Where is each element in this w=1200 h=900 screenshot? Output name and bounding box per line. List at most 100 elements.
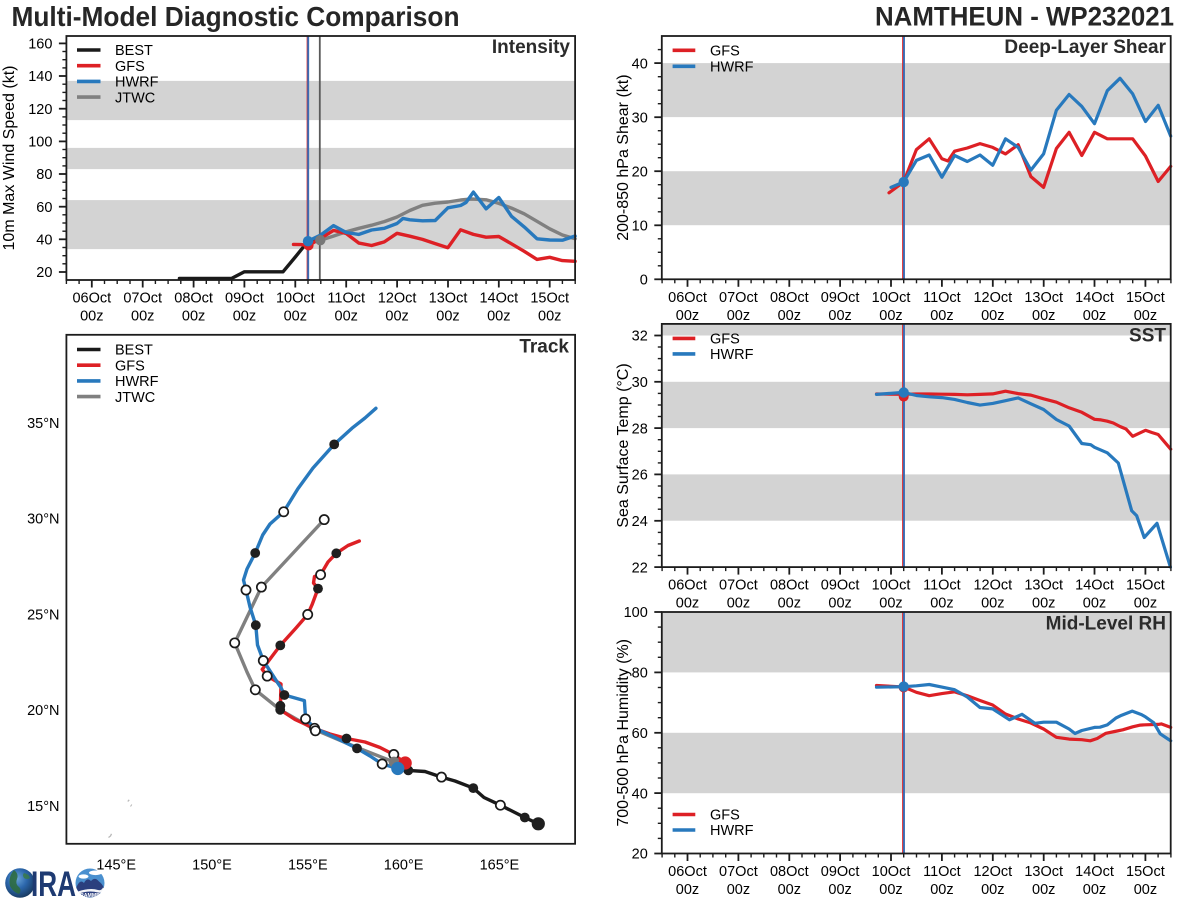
svg-text:120: 120 [28, 102, 52, 118]
svg-text:30: 30 [632, 375, 648, 391]
svg-text:HWRF: HWRF [710, 60, 754, 76]
svg-text:GFS: GFS [710, 808, 740, 824]
svg-text:00z: 00z [131, 309, 154, 325]
svg-text:13Oct: 13Oct [1024, 864, 1063, 880]
svg-text:00z: 00z [335, 309, 358, 325]
svg-text:13Oct: 13Oct [1024, 290, 1063, 306]
svg-text:100: 100 [624, 605, 648, 621]
svg-text:00z: 00z [385, 309, 408, 325]
svg-text:00z: 00z [727, 882, 750, 898]
svg-text:155°E: 155°E [288, 858, 328, 874]
svg-text:40: 40 [632, 786, 648, 802]
svg-text:JTWC: JTWC [115, 90, 155, 106]
svg-text:HWRF: HWRF [710, 347, 754, 363]
svg-text:700-500 hPa Humidity (%): 700-500 hPa Humidity (%) [615, 639, 632, 827]
svg-text:00z: 00z [778, 596, 801, 612]
svg-text:00z: 00z [981, 596, 1004, 612]
svg-text:IRA: IRA [31, 865, 76, 900]
svg-text:11Oct: 11Oct [923, 578, 961, 594]
svg-text:40: 40 [632, 56, 648, 72]
svg-text:30°N: 30°N [27, 512, 59, 528]
svg-text:RAMMB: RAMMB [80, 893, 100, 899]
svg-text:200-850 hPa Shear (kt): 200-850 hPa Shear (kt) [615, 74, 632, 240]
svg-text:00z: 00z [1134, 308, 1157, 324]
svg-text:08Oct: 08Oct [770, 290, 809, 306]
svg-text:00z: 00z [676, 596, 699, 612]
svg-text:20: 20 [632, 164, 648, 180]
svg-text:00z: 00z [436, 309, 459, 325]
svg-text:07Oct: 07Oct [719, 578, 758, 594]
svg-text:Mid-Level RH: Mid-Level RH [1046, 614, 1166, 635]
svg-text:00z: 00z [727, 308, 750, 324]
svg-text:07Oct: 07Oct [719, 864, 758, 880]
svg-text:Intensity: Intensity [492, 37, 571, 58]
svg-text:00z: 00z [930, 882, 953, 898]
svg-text:00z: 00z [676, 882, 699, 898]
svg-text:00z: 00z [828, 596, 851, 612]
svg-text:09Oct: 09Oct [225, 291, 264, 307]
svg-text:14Oct: 14Oct [1075, 578, 1114, 594]
svg-text:24: 24 [632, 514, 648, 530]
svg-text:10Oct: 10Oct [276, 291, 315, 307]
svg-text:00z: 00z [1032, 596, 1055, 612]
svg-text:40: 40 [36, 233, 52, 249]
svg-text:22: 22 [632, 560, 648, 576]
svg-text:00z: 00z [879, 308, 902, 324]
svg-text:160°E: 160°E [384, 858, 424, 874]
svg-text:HWRF: HWRF [710, 823, 754, 839]
svg-text:20°N: 20°N [27, 703, 59, 719]
svg-text:14Oct: 14Oct [1075, 864, 1114, 880]
svg-text:15Oct: 15Oct [530, 291, 569, 307]
svg-text:BEST: BEST [115, 343, 153, 359]
svg-text:00z: 00z [487, 309, 510, 325]
svg-text:32: 32 [632, 329, 648, 345]
svg-text:00z: 00z [930, 308, 953, 324]
svg-text:NAMTHEUN - WP232021: NAMTHEUN - WP232021 [875, 2, 1174, 32]
svg-text:GFS: GFS [115, 358, 145, 374]
svg-text:80: 80 [36, 167, 52, 183]
svg-text:00z: 00z [1083, 596, 1106, 612]
svg-text:15Oct: 15Oct [1126, 578, 1165, 594]
svg-text:00z: 00z [284, 309, 307, 325]
svg-text:07Oct: 07Oct [719, 290, 758, 306]
svg-text:60: 60 [632, 726, 648, 742]
svg-text:00z: 00z [1083, 308, 1106, 324]
svg-text:12Oct: 12Oct [378, 291, 417, 307]
svg-text:165°E: 165°E [480, 858, 520, 874]
svg-text:06Oct: 06Oct [668, 290, 707, 306]
svg-text:00z: 00z [1134, 882, 1157, 898]
svg-text:00z: 00z [981, 308, 1004, 324]
svg-text:00z: 00z [233, 309, 256, 325]
svg-text:00z: 00z [727, 596, 750, 612]
svg-text:06Oct: 06Oct [668, 864, 707, 880]
svg-text:100: 100 [28, 135, 52, 151]
svg-text:00z: 00z [1134, 596, 1157, 612]
svg-text:13Oct: 13Oct [429, 291, 468, 307]
svg-text:35°N: 35°N [27, 416, 59, 432]
svg-text:11Oct: 11Oct [923, 864, 961, 880]
svg-text:30: 30 [632, 110, 648, 126]
svg-text:HWRF: HWRF [115, 75, 159, 91]
svg-text:Sea Surface Temp (°C): Sea Surface Temp (°C) [615, 363, 632, 527]
svg-text:145°E: 145°E [96, 858, 136, 874]
svg-text:15Oct: 15Oct [1126, 290, 1165, 306]
svg-text:14Oct: 14Oct [1075, 290, 1114, 306]
svg-text:09Oct: 09Oct [821, 864, 860, 880]
svg-text:11Oct: 11Oct [327, 291, 365, 307]
svg-text:07Oct: 07Oct [123, 291, 162, 307]
svg-text:00z: 00z [1083, 882, 1106, 898]
svg-text:00z: 00z [80, 309, 103, 325]
svg-text:GFS: GFS [710, 332, 740, 348]
svg-text:12Oct: 12Oct [973, 864, 1012, 880]
svg-text:08Oct: 08Oct [770, 864, 809, 880]
svg-text:10Oct: 10Oct [872, 864, 911, 880]
svg-text:0: 0 [640, 273, 648, 289]
svg-text:00z: 00z [981, 882, 1004, 898]
svg-text:09Oct: 09Oct [821, 578, 860, 594]
svg-text:20: 20 [36, 265, 52, 281]
svg-text:10: 10 [632, 219, 648, 235]
svg-text:08Oct: 08Oct [770, 578, 809, 594]
svg-text:00z: 00z [828, 308, 851, 324]
svg-text:140: 140 [28, 69, 52, 85]
svg-text:25°N: 25°N [27, 607, 59, 623]
